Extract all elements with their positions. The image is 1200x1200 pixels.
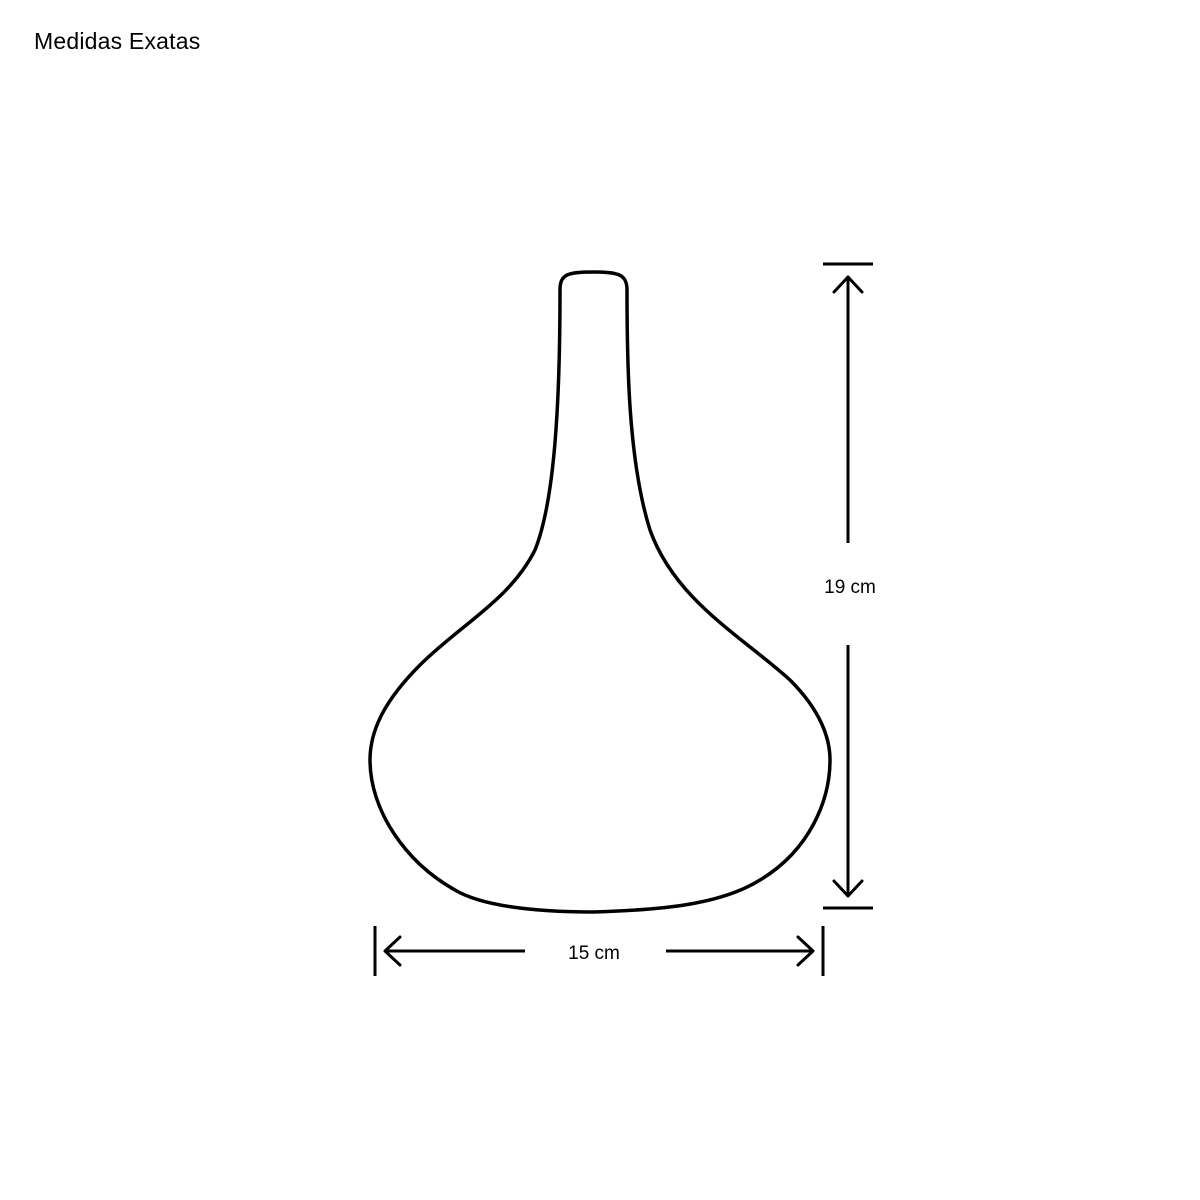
vase-outline [368, 270, 832, 914]
width-arrow-right-icon [796, 935, 815, 967]
height-arrow-up-icon [832, 275, 864, 294]
height-arrow-down-icon [832, 879, 864, 898]
height-label: 19 cm [824, 577, 876, 598]
width-arrow-left-icon [383, 935, 402, 967]
page-title: Medidas Exatas [34, 28, 201, 54]
width-label: 15 cm [568, 943, 620, 964]
